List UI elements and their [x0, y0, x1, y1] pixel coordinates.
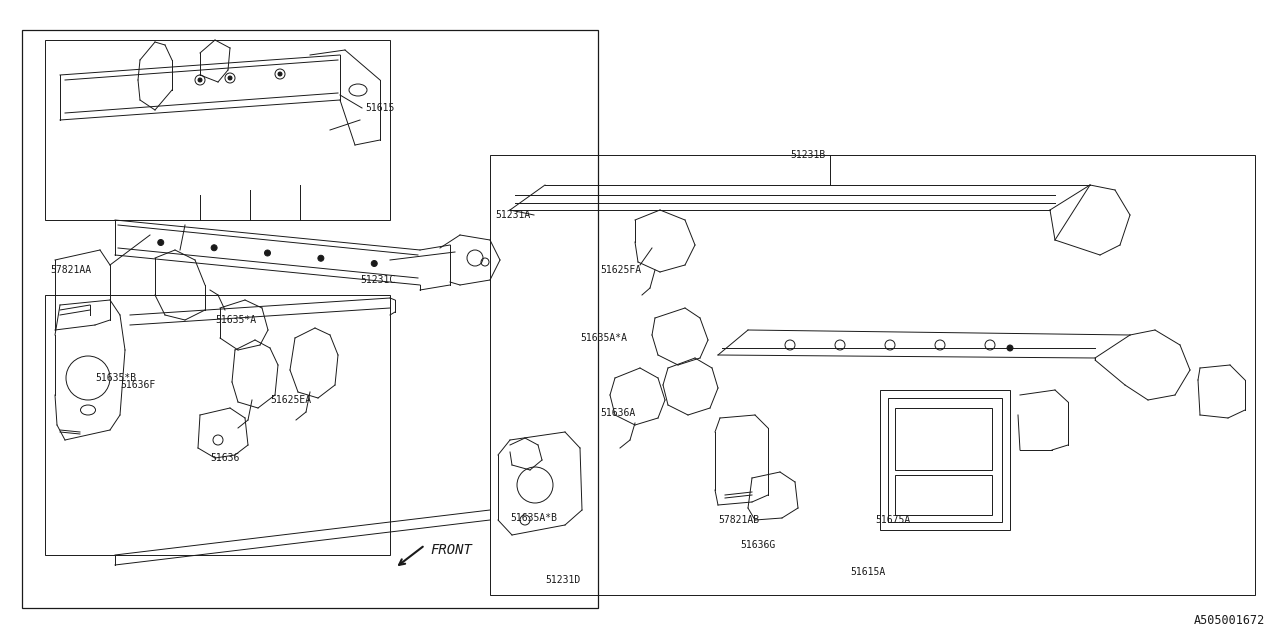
- Circle shape: [278, 72, 282, 76]
- Text: 51625FA: 51625FA: [600, 265, 641, 275]
- Circle shape: [157, 239, 164, 246]
- Bar: [490, 155, 1254, 595]
- Text: 57821AA: 57821AA: [50, 265, 91, 275]
- Bar: [22, 30, 598, 608]
- Circle shape: [198, 78, 202, 82]
- Text: FRONT: FRONT: [430, 543, 472, 557]
- Text: 51231A: 51231A: [495, 210, 530, 220]
- Text: 57821AB: 57821AB: [718, 515, 759, 525]
- Text: 51636G: 51636G: [740, 540, 776, 550]
- Bar: [45, 40, 390, 220]
- Text: 51231B: 51231B: [790, 150, 826, 160]
- Text: 51615A: 51615A: [850, 567, 886, 577]
- Bar: [888, 398, 1002, 522]
- Text: 51675A: 51675A: [876, 515, 910, 525]
- Text: 51635A*B: 51635A*B: [509, 513, 557, 523]
- Bar: [45, 295, 390, 555]
- Text: 51625EA: 51625EA: [270, 395, 311, 405]
- Text: 51636A: 51636A: [600, 408, 635, 418]
- Circle shape: [371, 260, 378, 266]
- Bar: [881, 390, 1010, 530]
- Bar: [895, 475, 992, 515]
- Text: 51635A*A: 51635A*A: [580, 333, 627, 343]
- Circle shape: [317, 255, 324, 261]
- Circle shape: [265, 250, 270, 256]
- Text: 51615: 51615: [365, 103, 394, 113]
- Circle shape: [211, 244, 218, 251]
- Text: 51635*B: 51635*B: [95, 373, 136, 383]
- Text: 51636F: 51636F: [120, 380, 155, 390]
- Text: 51636: 51636: [210, 453, 239, 463]
- Text: 51231D: 51231D: [545, 575, 580, 585]
- Circle shape: [228, 76, 232, 80]
- Text: A505001672: A505001672: [1194, 614, 1265, 627]
- Text: 51635*A: 51635*A: [215, 315, 256, 325]
- Bar: [895, 408, 992, 470]
- Text: 51231C: 51231C: [360, 275, 396, 285]
- Circle shape: [1007, 345, 1012, 351]
